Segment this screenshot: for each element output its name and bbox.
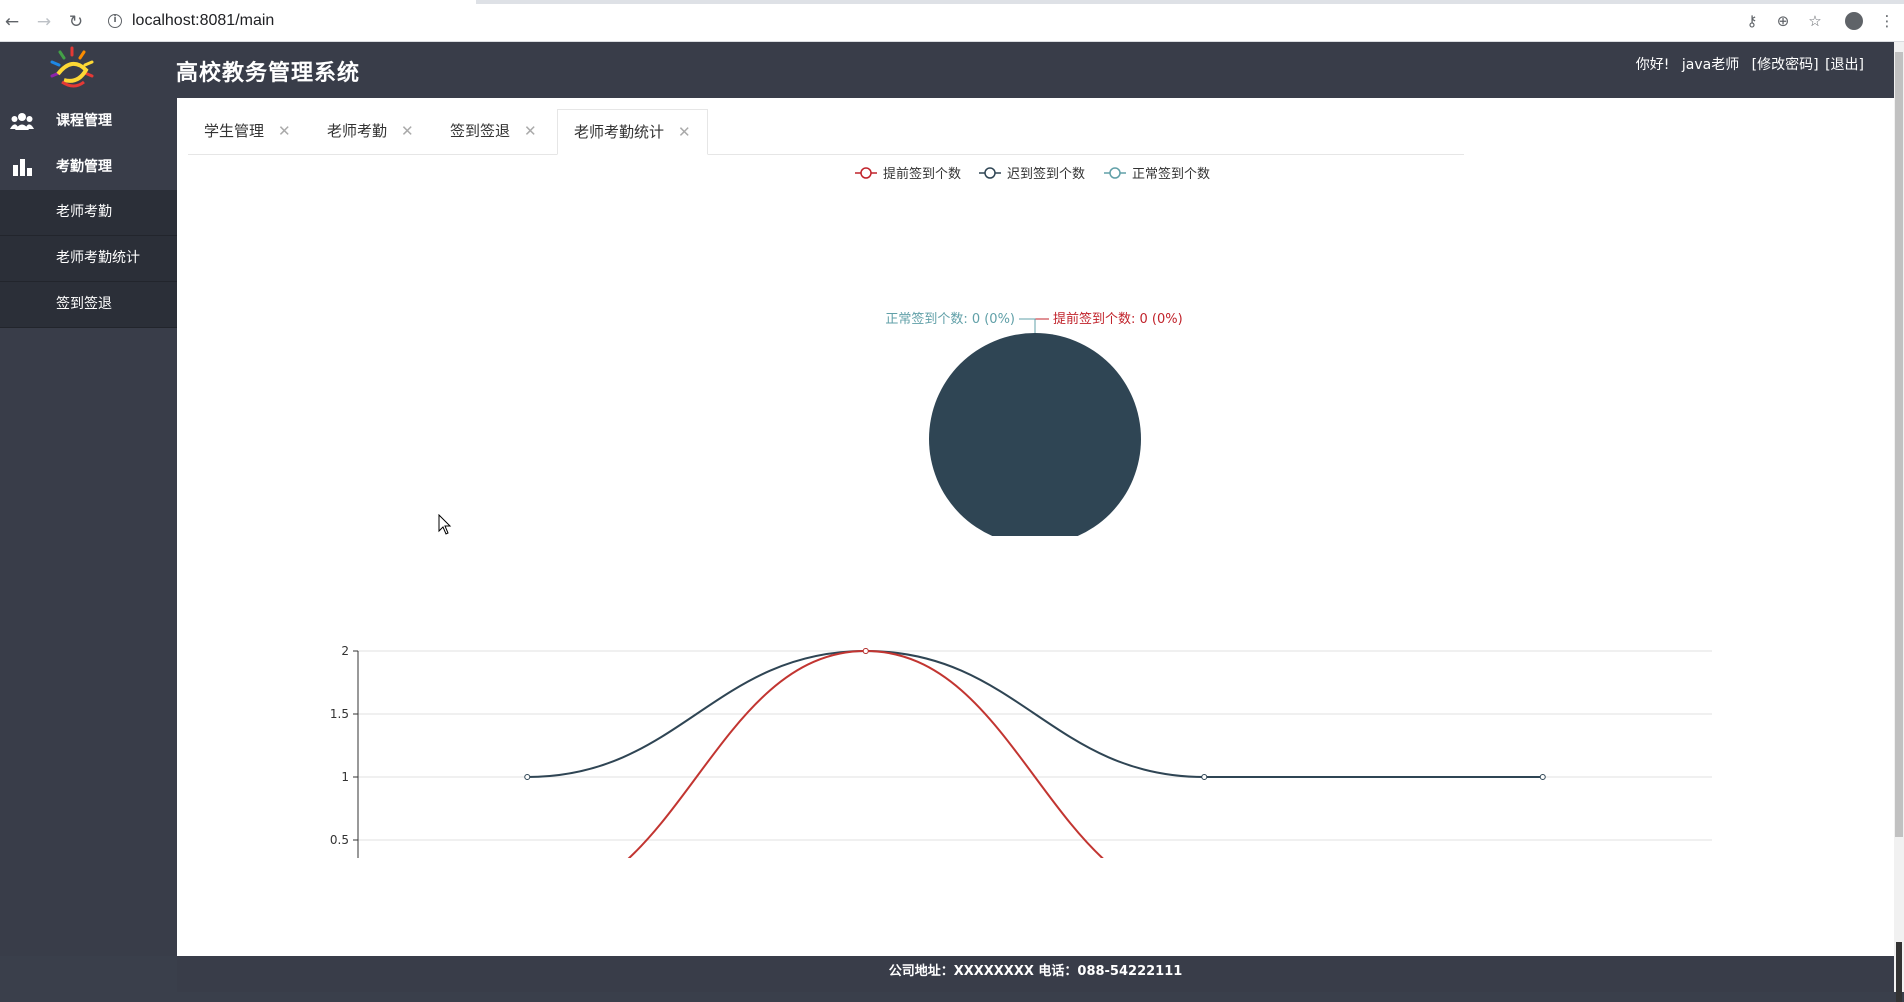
app-header: 高校教务管理系统 你好! java老师 [修改密码] [退出] <box>0 42 1894 98</box>
forward-icon[interactable]: → <box>36 12 52 32</box>
user-area: 你好! java老师 [修改密码] [退出] <box>1628 54 1864 74</box>
scrollbar-marker <box>1896 942 1902 1002</box>
zoom-icon[interactable]: ⊕ <box>1776 12 1790 30</box>
address-bar[interactable]: localhost:8081/main <box>132 12 275 29</box>
submenu-item-teacher-attendance[interactable]: 老师考勤 <box>0 190 177 236</box>
close-icon[interactable]: ✕ <box>401 122 414 140</box>
legend-label: 正常签到个数 <box>1132 166 1210 182</box>
legend-label: 提前签到个数 <box>883 166 961 182</box>
tab-attendance-stats[interactable]: 老师考勤统计 ✕ <box>557 109 708 155</box>
key-icon[interactable]: ⚷ <box>1746 12 1758 30</box>
submenu-item-sign-in-out[interactable]: 签到签退 <box>0 282 177 328</box>
legend-label: 迟到签到个数 <box>1007 166 1085 182</box>
tab-label: 老师考勤统计 <box>574 123 665 141</box>
change-password-link[interactable]: [修改密码] <box>1751 57 1819 73</box>
tab-label: 签到签退 <box>450 122 511 140</box>
sidebar-item-attendance[interactable]: 考勤管理 <box>0 144 177 190</box>
series-line <box>527 649 1543 778</box>
pie-label: 正常签到个数: 0 (0%) <box>885 311 1015 327</box>
pie-label: 提前签到个数: 0 (0%) <box>1053 311 1183 327</box>
series-line <box>627 649 1105 858</box>
data-point <box>524 774 531 780</box>
tab-student-management[interactable]: 学生管理 ✕ <box>188 109 307 154</box>
mouse-cursor-icon <box>438 514 452 535</box>
browser-toolbar: ← → ↻ i localhost:8081/main ⚷ ⊕ ☆ ⋮ <box>0 0 1904 42</box>
pie-slice <box>929 333 1141 536</box>
footer-address: 公司地址：XXXXXXXX 电话：088-54222111 <box>888 964 1183 979</box>
sidebar-item-label: 课程管理 <box>56 113 112 129</box>
footer: 公司地址：XXXXXXXX 电话：088-54222111 <box>177 956 1894 992</box>
tab-teacher-attendance[interactable]: 老师考勤 ✕ <box>311 109 430 154</box>
y-tick-label: 2 <box>341 644 349 658</box>
data-point <box>1539 774 1546 780</box>
main-content: 学生管理 ✕ 老师考勤 ✕ 签到签退 ✕ 老师考勤统计 ✕ 提前签到个数 迟到签到个数 正常… <box>177 98 1894 956</box>
bar-chart-icon <box>13 159 32 176</box>
logout-link[interactable]: [退出] <box>1825 57 1864 73</box>
legend-item: 提前签到个数 <box>855 166 961 182</box>
sidebar-item-label: 考勤管理 <box>56 159 112 175</box>
profile-avatar-icon[interactable] <box>1845 12 1863 30</box>
submenu-item-attendance-stats[interactable]: 老师考勤统计 <box>0 236 177 282</box>
browser-active-tab[interactable] <box>0 0 476 4</box>
close-icon[interactable]: ✕ <box>278 122 291 140</box>
greeting-text: 你好! <box>1635 57 1670 73</box>
data-point <box>1201 774 1208 780</box>
y-tick-label: 1 <box>341 770 349 784</box>
tab-bar: 学生管理 ✕ 老师考勤 ✕ 签到签退 ✕ 老师考勤统计 ✕ <box>188 109 1464 155</box>
pie-label-line <box>1034 318 1049 333</box>
y-tick-label: 0.5 <box>330 833 349 847</box>
app-title: 高校教务管理系统 <box>176 61 361 86</box>
line-chart: 00.511.52java老师老师测试王健林 <box>330 644 1712 858</box>
legend-item: 正常签到个数 <box>1104 166 1210 182</box>
tab-label: 老师考勤 <box>327 122 388 140</box>
bookmark-star-icon[interactable]: ☆ <box>1808 12 1822 30</box>
reload-icon[interactable]: ↻ <box>68 12 84 32</box>
more-menu-icon[interactable]: ⋮ <box>1879 12 1895 30</box>
users-icon <box>10 113 34 130</box>
legend-marker <box>860 167 872 179</box>
attendance-submenu: 老师考勤 老师考勤统计 签到签退 <box>0 190 177 328</box>
legend-marker <box>984 167 996 179</box>
browser-tabstrip <box>0 0 1904 4</box>
scrollbar-thumb[interactable] <box>1895 52 1903 837</box>
legend-marker <box>1109 167 1121 179</box>
sidebar-item-course[interactable]: 课程管理 <box>0 98 177 144</box>
username-text: java老师 <box>1681 57 1740 73</box>
y-tick-label: 1.5 <box>330 707 349 721</box>
tab-sign-in-out[interactable]: 签到签退 ✕ <box>434 109 553 154</box>
logo-icon <box>50 46 94 88</box>
close-icon[interactable]: ✕ <box>524 122 537 140</box>
page-scrollbar[interactable] <box>1894 42 1904 1002</box>
pie-label-line <box>1019 318 1036 333</box>
legend-item: 迟到签到个数 <box>979 166 1085 182</box>
back-icon[interactable]: ← <box>4 12 20 32</box>
data-point <box>862 648 869 654</box>
sidebar: 课程管理 考勤管理 老师考勤 老师考勤统计 签到签退 <box>0 98 177 956</box>
tab-label: 学生管理 <box>204 122 265 140</box>
close-icon[interactable]: ✕ <box>678 123 691 141</box>
site-info-icon[interactable]: i <box>108 14 122 28</box>
